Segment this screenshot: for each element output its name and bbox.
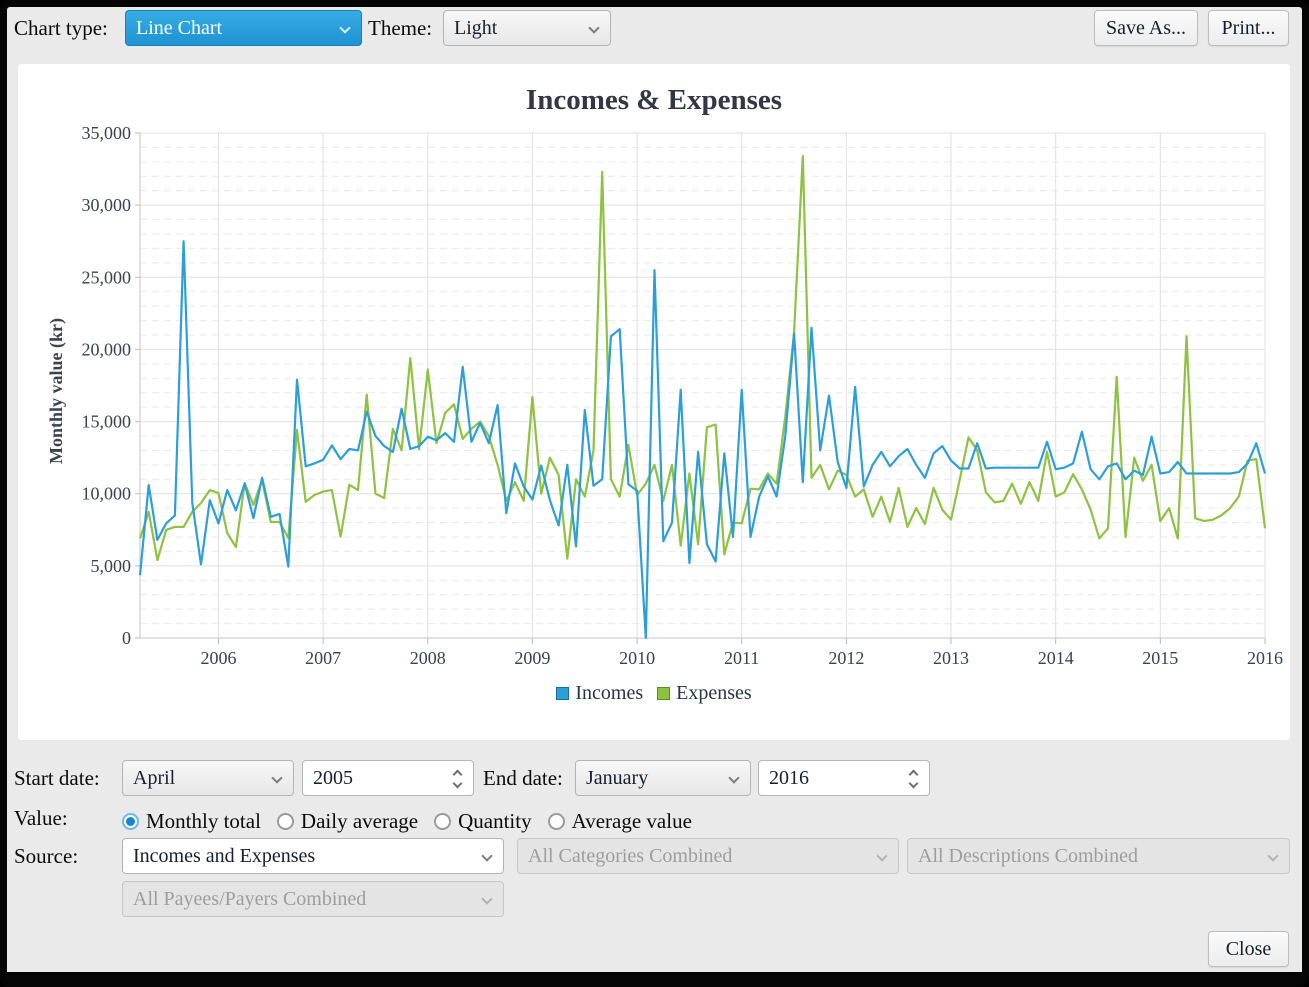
chevron-down-icon xyxy=(588,22,599,33)
chevron-down-icon xyxy=(728,772,739,783)
radio-unselected-icon[interactable] xyxy=(434,813,451,830)
legend-swatch-icon xyxy=(556,687,569,700)
svg-text:2007: 2007 xyxy=(305,648,341,668)
legend-item-expenses: Expenses xyxy=(657,682,752,705)
start-year-spinner[interactable]: 2005 xyxy=(302,760,474,796)
source-select[interactable]: Incomes and Expenses xyxy=(122,838,504,874)
end-month-select[interactable]: January xyxy=(575,760,751,796)
radio-monthly-total[interactable]: Monthly total xyxy=(122,809,261,834)
descriptions-value: All Descriptions Combined xyxy=(918,845,1138,867)
radio-selected-icon[interactable] xyxy=(122,813,139,830)
chevron-down-icon xyxy=(481,893,492,904)
radio-unselected-icon[interactable] xyxy=(548,813,565,830)
chevron-down-icon xyxy=(339,22,350,33)
svg-text:0: 0 xyxy=(122,628,131,648)
categories-select: All Categories Combined xyxy=(517,838,899,874)
start-month-value: April xyxy=(133,767,175,789)
svg-text:2012: 2012 xyxy=(828,648,864,668)
start-month-select[interactable]: April xyxy=(122,760,294,796)
end-year-value: 2016 xyxy=(769,767,809,789)
svg-text:30,000: 30,000 xyxy=(82,195,132,215)
chart-type-label: Chart type: xyxy=(14,10,108,46)
radio-label: Monthly total xyxy=(146,809,261,834)
chart-legend: Incomes Expenses xyxy=(18,682,1290,705)
svg-text:2009: 2009 xyxy=(514,648,550,668)
start-year-value: 2005 xyxy=(313,767,353,789)
chart-title: Incomes & Expenses xyxy=(18,84,1290,117)
legend-label: Incomes xyxy=(575,682,643,705)
source-label: Source: xyxy=(14,838,78,874)
chart-dialog-window: Chart type: Line Chart Theme: Light Save… xyxy=(0,0,1309,987)
radio-label: Average value xyxy=(572,809,692,834)
payees-select: All Payees/Payers Combined xyxy=(122,881,504,917)
close-button[interactable]: Close xyxy=(1208,931,1289,967)
theme-select[interactable]: Light xyxy=(443,10,611,46)
y-axis-title: Monthly value (kr) xyxy=(46,241,68,541)
print-button[interactable]: Print... xyxy=(1208,10,1289,46)
legend-label: Expenses xyxy=(676,682,752,705)
legend-item-incomes: Incomes xyxy=(556,682,643,705)
radio-quantity[interactable]: Quantity xyxy=(434,809,532,834)
descriptions-select: All Descriptions Combined xyxy=(907,838,1290,874)
start-date-label: Start date: xyxy=(14,760,100,796)
radio-daily-average[interactable]: Daily average xyxy=(277,809,418,834)
theme-value: Light xyxy=(454,17,497,39)
payees-value: All Payees/Payers Combined xyxy=(133,888,366,910)
chevron-down-icon xyxy=(1267,850,1278,861)
svg-text:5,000: 5,000 xyxy=(91,556,132,576)
spin-down-icon[interactable] xyxy=(453,779,463,789)
radio-average-value[interactable]: Average value xyxy=(548,809,692,834)
chart-type-select[interactable]: Line Chart xyxy=(125,10,362,46)
legend-swatch-icon xyxy=(657,687,670,700)
chevron-down-icon xyxy=(481,850,492,861)
svg-text:2008: 2008 xyxy=(410,648,446,668)
end-date-label: End date: xyxy=(483,760,563,796)
line-chart: 2006 2007 2008 2009 2010 2011 2012 2013 2014 2015… xyxy=(18,64,1290,740)
value-radio-group: Monthly total Daily average Quantity Averag… xyxy=(122,806,692,836)
chevron-down-icon xyxy=(876,850,887,861)
radio-unselected-icon[interactable] xyxy=(277,813,294,830)
svg-text:15,000: 15,000 xyxy=(82,412,132,432)
categories-value: All Categories Combined xyxy=(528,845,732,867)
spin-down-icon[interactable] xyxy=(909,779,919,789)
theme-label: Theme: xyxy=(368,10,432,46)
svg-text:35,000: 35,000 xyxy=(82,123,132,143)
radio-label: Quantity xyxy=(458,809,532,834)
svg-text:2014: 2014 xyxy=(1038,648,1074,668)
svg-text:2016: 2016 xyxy=(1247,648,1283,668)
svg-text:2010: 2010 xyxy=(619,648,655,668)
chevron-down-icon xyxy=(271,772,282,783)
value-label: Value: xyxy=(14,803,68,833)
svg-text:20,000: 20,000 xyxy=(82,339,132,359)
source-value: Incomes and Expenses xyxy=(133,845,315,867)
svg-text:25,000: 25,000 xyxy=(82,267,132,287)
svg-text:10,000: 10,000 xyxy=(82,484,132,504)
save-as-button[interactable]: Save As... xyxy=(1094,10,1198,46)
chart-type-value: Line Chart xyxy=(136,17,222,39)
svg-text:2013: 2013 xyxy=(933,648,969,668)
end-month-value: January xyxy=(586,767,648,789)
radio-label: Daily average xyxy=(301,809,418,834)
chart-panel: Incomes & Expenses Monthly value (kr) 20… xyxy=(18,64,1290,740)
end-year-spinner[interactable]: 2016 xyxy=(758,760,930,796)
svg-text:2011: 2011 xyxy=(724,648,759,668)
svg-text:2006: 2006 xyxy=(201,648,237,668)
svg-text:2015: 2015 xyxy=(1142,648,1178,668)
incomes-line xyxy=(140,241,1265,638)
